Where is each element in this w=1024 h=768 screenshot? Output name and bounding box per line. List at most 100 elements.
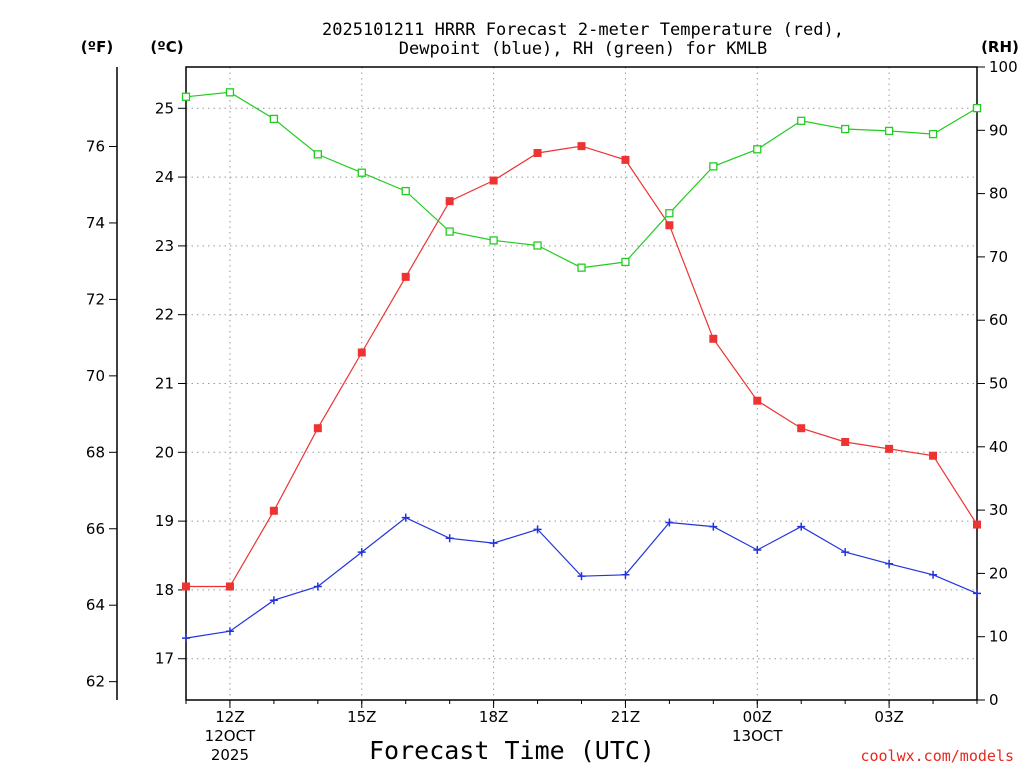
temperature-point — [225, 582, 234, 591]
temperature-point — [445, 197, 454, 206]
celsius-unit-label: (ºC) — [150, 38, 183, 56]
temperature-point — [357, 348, 366, 357]
temperature-series — [182, 142, 981, 591]
fahrenheit-tick-label: 66 — [86, 520, 105, 538]
dewpoint-point — [577, 572, 586, 581]
temperature-point — [269, 506, 278, 515]
fahrenheit-tick-label: 64 — [86, 596, 105, 614]
fahrenheit-unit-label: (ºF) — [81, 38, 113, 56]
dewpoint-point — [182, 634, 190, 643]
rh-point — [928, 129, 938, 139]
grid-lines — [186, 67, 977, 700]
credit-label: coolwx.com/models — [860, 747, 1014, 765]
rh-line — [185, 91, 978, 269]
dewpoint-point — [269, 596, 278, 605]
x-tick-label: 00Z — [743, 708, 772, 726]
rh-point — [884, 126, 894, 136]
x-tick-label: 13OCT — [732, 727, 783, 745]
celsius-tick-label: 22 — [155, 306, 174, 324]
dewpoint-point — [621, 570, 630, 579]
dewpoint-point — [841, 548, 850, 557]
x-tick-label: 12OCT — [205, 727, 256, 745]
temperature-point — [182, 582, 190, 591]
rh-point — [753, 145, 762, 154]
rh-tick-label: 40 — [989, 438, 1008, 456]
temperature-point — [753, 396, 762, 405]
dewpoint-point — [489, 539, 498, 548]
data-series — [181, 88, 982, 643]
rh-point — [709, 162, 718, 171]
dewpoint-point — [313, 582, 322, 591]
temperature-point — [841, 437, 850, 446]
dewpoint-point — [973, 589, 981, 598]
celsius-tick-label: 23 — [155, 237, 174, 255]
temperature-point — [489, 176, 498, 185]
rh-tick-label: 30 — [989, 501, 1008, 519]
rh-tick-label: 80 — [989, 185, 1008, 203]
rh-point — [533, 241, 542, 250]
rh-series — [181, 88, 982, 272]
celsius-tick-label: 20 — [155, 443, 174, 461]
dewpoint-point — [709, 522, 718, 531]
fahrenheit-tick-label: 62 — [86, 673, 105, 691]
dewpoint-point — [533, 525, 542, 534]
rh-point — [621, 257, 630, 267]
celsius-tick-label: 19 — [155, 512, 174, 530]
x-tick-label: 12Z — [215, 708, 244, 726]
rh-point — [225, 88, 235, 97]
temperature-point — [401, 272, 410, 281]
celsius-tick-label: 25 — [155, 99, 174, 117]
rh-point — [665, 209, 674, 218]
rh-point — [797, 116, 806, 125]
celsius-tick-label: 17 — [155, 650, 174, 668]
rh-tick-label: 100 — [989, 58, 1018, 76]
dewpoint-point — [357, 548, 366, 557]
rh-tick-label: 20 — [989, 564, 1008, 582]
rh-point — [269, 114, 279, 124]
temperature-point — [665, 221, 674, 230]
dewpoint-point — [929, 570, 938, 579]
celsius-tick-label: 24 — [155, 168, 174, 186]
fahrenheit-tick-label: 72 — [86, 290, 105, 308]
temperature-point — [929, 451, 938, 460]
fahrenheit-tick-label: 68 — [86, 443, 105, 461]
rh-point — [972, 103, 982, 113]
temperature-point — [533, 149, 542, 158]
temperature-point — [621, 155, 630, 164]
dewpoint-point — [401, 513, 410, 522]
chart-title-line-2: Dewpoint (blue), RH (green) for KMLB — [399, 39, 767, 59]
rh-point — [181, 92, 191, 101]
x-tick-label: 15Z — [347, 708, 376, 726]
temperature-point — [709, 334, 718, 343]
temperature-point — [885, 444, 894, 453]
temperature-point — [313, 424, 322, 433]
rh-point — [357, 168, 366, 177]
fahrenheit-tick-label: 76 — [86, 138, 105, 156]
dewpoint-point — [885, 559, 894, 568]
x-tick-label: 18Z — [479, 708, 508, 726]
celsius-tick-label: 21 — [155, 375, 174, 393]
temperature-point — [973, 520, 981, 529]
x-tick-label: 2025 — [211, 746, 249, 764]
fahrenheit-tick-label: 70 — [86, 367, 105, 385]
rh-tick-label: 90 — [989, 121, 1008, 139]
fahrenheit-tick-label: 74 — [86, 214, 105, 232]
dewpoint-point — [753, 546, 762, 555]
x-tick-label: 21Z — [611, 708, 640, 726]
temperature-line — [186, 145, 978, 588]
celsius-tick-label: 18 — [155, 581, 174, 599]
x-tick-label: 03Z — [874, 708, 903, 726]
x-axis-label: Forecast Time (UTC) — [369, 736, 655, 765]
rh-point — [489, 236, 498, 245]
dewpoint-point — [225, 627, 234, 636]
dewpoint-point — [797, 522, 806, 531]
rh-point — [577, 263, 586, 272]
rh-point — [841, 124, 850, 134]
rh-point — [445, 227, 454, 236]
dewpoint-point — [445, 534, 454, 543]
chart-title-line-1: 2025101211 HRRR Forecast 2-meter Tempera… — [322, 20, 844, 40]
rh-tick-label: 10 — [989, 628, 1008, 646]
rh-tick-label: 0 — [989, 691, 999, 709]
